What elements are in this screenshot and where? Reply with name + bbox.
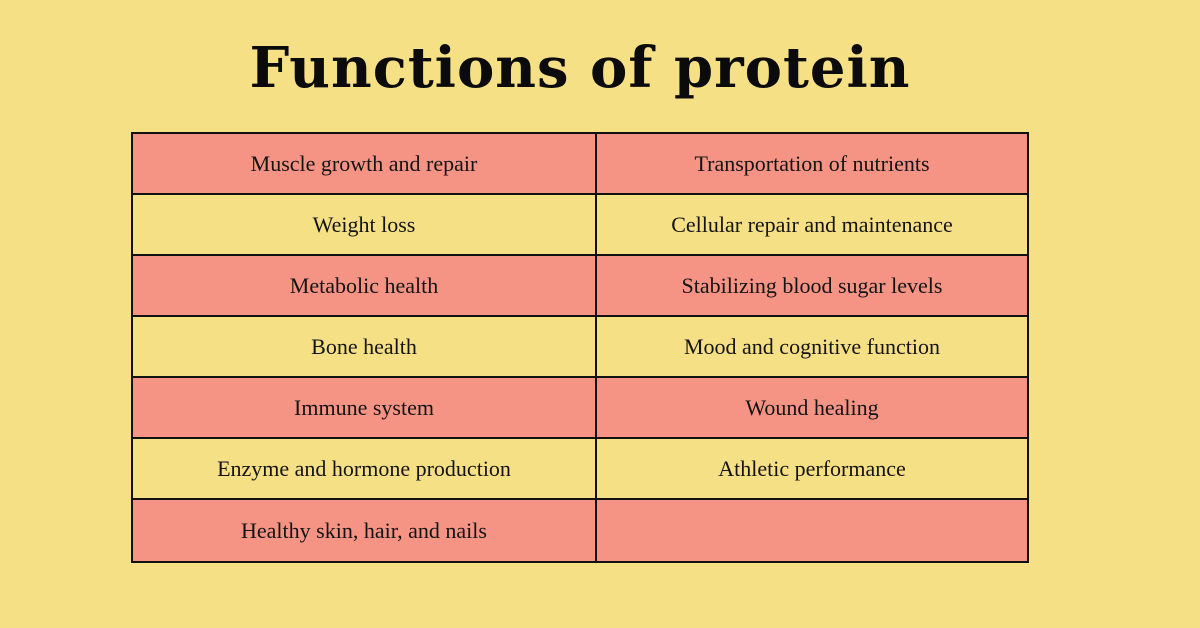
table-cell: Mood and cognitive function [597,317,1027,378]
table-cell: Metabolic health [133,256,597,317]
table-cell: Weight loss [133,195,597,256]
table-cell: Athletic performance [597,439,1027,500]
table-cell: Muscle growth and repair [133,134,597,195]
table-cell: Cellular repair and maintenance [597,195,1027,256]
table-cell: Enzyme and hormone production [133,439,597,500]
table-cell: Bone health [133,317,597,378]
functions-table: Muscle growth and repair Transportation … [131,132,1029,563]
table-cell: Transportation of nutrients [597,134,1027,195]
table-cell: Immune system [133,378,597,439]
table-cell-empty [597,500,1027,561]
table-cell: Healthy skin, hair, and nails [133,500,597,561]
table-cell: Stabilizing blood sugar levels [597,256,1027,317]
table-cell: Wound healing [597,378,1027,439]
page-title: Functions of protein [249,35,911,101]
